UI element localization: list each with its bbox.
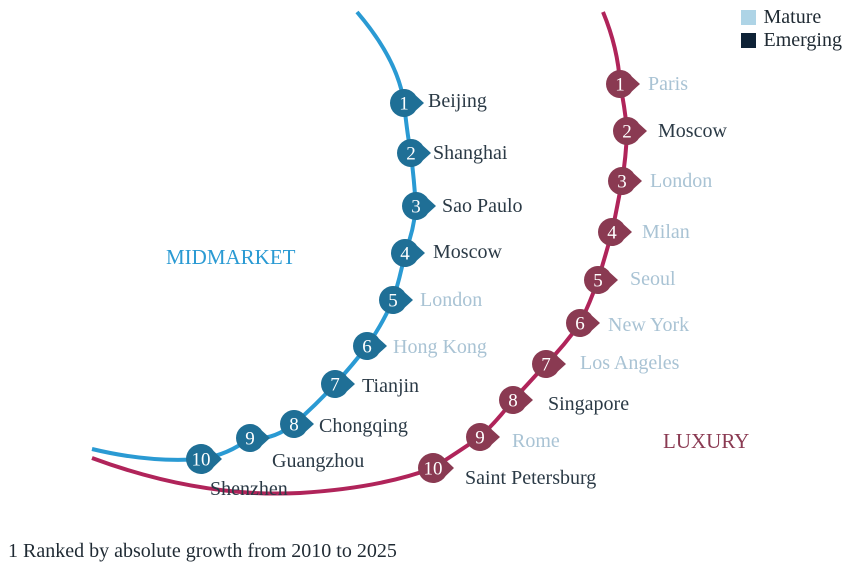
midmarket-badge-10 <box>186 443 222 475</box>
luxury-city-4: Milan <box>642 221 690 243</box>
midmarket-badge-6 <box>353 332 387 360</box>
midmarket-badge-4 <box>391 239 425 268</box>
midmarket-rank-7: 7 <box>330 375 340 396</box>
midmarket-rank-10: 10 <box>192 450 211 471</box>
luxury-badge-5 <box>584 266 618 294</box>
midmarket-badge-3 <box>402 192 436 221</box>
luxury-rank-1: 1 <box>615 75 625 96</box>
midmarket-city-9: Guangzhou <box>272 450 364 472</box>
midmarket-rank-6: 6 <box>362 337 372 358</box>
midmarket-rank-9: 9 <box>245 429 255 450</box>
luxury-badge-2 <box>613 117 647 146</box>
legend-label-emerging: Emerging <box>763 29 842 51</box>
midmarket-city-8: Chongqing <box>319 415 408 437</box>
luxury-badges: 1 Paris 2 Moscow 3 London 4 Milan 5 Seoul 6 New Yor… <box>418 70 727 489</box>
midmarket-city-5: London <box>420 289 482 311</box>
midmarket-rank-3: 3 <box>411 197 421 218</box>
luxury-city-6: New York <box>608 314 689 336</box>
midmarket-title: MIDMARKET <box>166 245 296 269</box>
footnote: 1 Ranked by absolute growth from 2010 to… <box>8 540 397 562</box>
luxury-badge-4 <box>598 218 632 247</box>
luxury-city-7: Los Angeles <box>580 352 680 374</box>
midmarket-city-7: Tianjin <box>362 375 419 397</box>
midmarket-city-2: Shanghai <box>433 142 508 164</box>
legend: Mature Emerging <box>741 6 842 52</box>
midmarket-badge-5 <box>379 286 413 314</box>
legend-item-mature: Mature <box>741 6 842 29</box>
luxury-city-10: Saint Petersburg <box>465 467 596 489</box>
midmarket-rank-5: 5 <box>388 291 398 312</box>
luxury-rank-9: 9 <box>475 428 485 449</box>
luxury-rank-8: 8 <box>508 391 518 412</box>
luxury-city-3: London <box>650 170 712 192</box>
midmarket-rank-2: 2 <box>406 144 416 165</box>
mature-swatch <box>741 10 757 25</box>
midmarket-city-6: Hong Kong <box>393 336 487 358</box>
midmarket-badge-8 <box>280 410 314 438</box>
luxury-rank-5: 5 <box>593 271 603 292</box>
luxury-rank-7: 7 <box>541 355 551 376</box>
midmarket-rank-8: 8 <box>289 415 299 436</box>
emerging-swatch <box>741 33 757 48</box>
luxury-badge-1 <box>606 70 640 99</box>
luxury-city-1: Paris <box>648 73 688 95</box>
midmarket-rank-1: 1 <box>399 94 409 115</box>
luxury-city-5: Seoul <box>630 268 676 290</box>
midmarket-badge-2 <box>397 139 431 168</box>
midmarket-city-1: Beijing <box>428 90 487 112</box>
luxury-city-9: Rome <box>512 430 560 452</box>
midmarket-rank-4: 4 <box>400 244 410 265</box>
midmarket-badge-7 <box>321 370 355 399</box>
midmarket-badge-1 <box>390 89 424 118</box>
midmarket-badges: 1 Beijing 2 Shanghai 3 Sao Paulo 4 Moscow 5 Londo… <box>186 89 523 500</box>
luxury-rank-10: 10 <box>424 459 443 480</box>
luxury-badge-6 <box>566 309 600 337</box>
luxury-badge-10 <box>418 453 454 483</box>
legend-label-mature: Mature <box>763 6 822 28</box>
luxury-badge-9 <box>466 423 500 451</box>
luxury-badge-7 <box>532 350 566 378</box>
luxury-city-2: Moscow <box>658 120 727 142</box>
luxury-rank-6: 6 <box>575 314 585 335</box>
midmarket-city-4: Moscow <box>433 241 502 263</box>
luxury-title: LUXURY <box>663 429 749 453</box>
midmarket-city-10: Shenzhen <box>210 478 288 500</box>
luxury-city-8: Singapore <box>548 393 629 415</box>
luxury-badge-3 <box>608 167 642 196</box>
luxury-badge-8 <box>499 386 533 415</box>
midmarket-badge-9 <box>236 424 270 453</box>
luxury-rank-3: 3 <box>617 172 627 193</box>
legend-item-emerging: Emerging <box>741 29 842 52</box>
midmarket-city-3: Sao Paulo <box>442 195 523 217</box>
luxury-rank-2: 2 <box>622 122 632 143</box>
luxury-rank-4: 4 <box>607 223 617 244</box>
